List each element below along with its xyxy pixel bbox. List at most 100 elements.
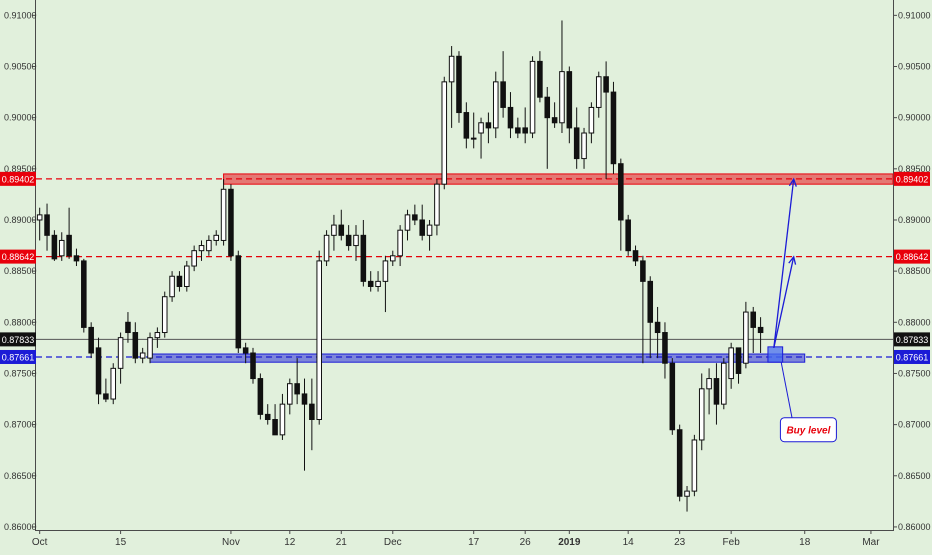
y-tick-label: 0.86500 <box>898 471 931 481</box>
candle <box>588 102 595 144</box>
bullish-candle-body <box>110 367 117 400</box>
y-tick-label: 0.88500 <box>4 266 37 276</box>
candle <box>66 207 72 259</box>
bearish-candle-body <box>301 393 308 405</box>
candle <box>485 112 492 144</box>
candle <box>220 179 227 246</box>
bullish-candle-body <box>154 332 161 339</box>
candle <box>551 102 558 128</box>
candle <box>581 127 587 169</box>
annotation-text: Buy level <box>786 426 830 437</box>
projection-arrowhead <box>788 177 797 187</box>
bearish-candle-body <box>610 91 617 165</box>
price-labels: 0.89402 0.89402 0.88642 0.88642 0.87833 0.878… <box>0 171 930 364</box>
bearish-candle-body <box>713 378 720 405</box>
y-tick-label: 0.89500 <box>898 164 931 174</box>
bearish-candle-body <box>345 234 352 247</box>
bearish-candle-body <box>618 163 624 221</box>
candle <box>515 117 521 139</box>
bearish-candle-body <box>338 224 345 236</box>
bullish-candle-body <box>448 55 455 83</box>
bullish-candle-body <box>147 337 153 359</box>
candle <box>529 56 536 139</box>
y-tick-label: 0.87000 <box>4 420 37 430</box>
bullish-candle-body <box>191 250 197 267</box>
candle <box>206 235 212 256</box>
candle <box>632 245 639 267</box>
candle <box>735 347 742 384</box>
candle <box>81 258 87 333</box>
candle <box>73 248 80 267</box>
x-tick-label: 23 <box>674 537 686 548</box>
bearish-candle-body <box>500 81 506 108</box>
candle <box>654 306 661 359</box>
y-tick-label: 0.89000 <box>898 215 931 225</box>
bearish-candle-body <box>250 352 256 380</box>
entry-box <box>767 346 784 363</box>
bearish-candle-body <box>360 234 367 282</box>
bullish-candle-body <box>404 214 411 231</box>
candle <box>478 117 484 159</box>
bullish-candle-body <box>706 378 712 390</box>
candle <box>316 250 322 425</box>
bullish-candle-body <box>139 352 146 359</box>
candle <box>353 225 359 261</box>
candle <box>625 214 631 256</box>
candle <box>103 378 109 403</box>
candle <box>492 71 499 139</box>
bullish-candle-body <box>331 224 337 236</box>
bearish-candle-body <box>735 347 742 374</box>
bullish-candle-body <box>721 362 727 405</box>
bearish-candle-body <box>264 413 271 420</box>
bearish-candle-body <box>51 234 58 260</box>
bearish-candle-body <box>676 429 683 497</box>
bullish-candle-body <box>220 188 227 241</box>
candle <box>88 322 94 359</box>
candle <box>235 250 242 353</box>
bullish-candle-body <box>595 76 602 108</box>
candle <box>272 404 278 436</box>
y-tick-label: 0.86000 <box>4 522 37 532</box>
candle <box>706 368 712 415</box>
projection-arrow <box>773 178 795 348</box>
x-tick-label: 18 <box>799 537 811 548</box>
candle <box>676 424 683 502</box>
bullish-candle-body <box>117 337 124 369</box>
candle <box>404 209 411 241</box>
candle <box>147 332 153 364</box>
candle <box>309 378 315 451</box>
candle <box>110 363 117 405</box>
bullish-candle-body <box>375 280 381 287</box>
bearish-candle-body <box>640 260 646 282</box>
candle <box>640 255 646 364</box>
candle <box>544 86 551 169</box>
bullish-candle-body <box>492 81 499 129</box>
candle <box>537 51 543 103</box>
candle <box>618 158 624 251</box>
y-tick-label: 0.91000 <box>898 10 931 20</box>
current-price-tag-left <box>0 332 36 347</box>
candle <box>750 306 757 353</box>
candle <box>412 204 418 226</box>
bearish-candle-body <box>603 76 609 93</box>
candle <box>169 271 175 302</box>
bullish-candle-body <box>279 403 286 436</box>
projection-arrow <box>773 256 795 349</box>
bullish-candle-body <box>478 122 484 134</box>
candle <box>301 378 308 471</box>
bearish-candle-body <box>632 250 639 262</box>
bullish-candle-body <box>728 347 734 380</box>
candle <box>154 327 161 348</box>
bullish-candle-body <box>529 60 536 134</box>
mid-price-tag-left <box>0 249 36 264</box>
bearish-candle-body <box>44 214 50 236</box>
candle <box>647 276 654 359</box>
candle <box>95 337 102 405</box>
candle <box>198 240 205 261</box>
y-tick-label: 0.88500 <box>898 266 931 276</box>
y-tick-label: 0.87500 <box>4 368 37 378</box>
bearish-candle-body <box>309 403 315 420</box>
bullish-candle-body <box>426 224 433 236</box>
